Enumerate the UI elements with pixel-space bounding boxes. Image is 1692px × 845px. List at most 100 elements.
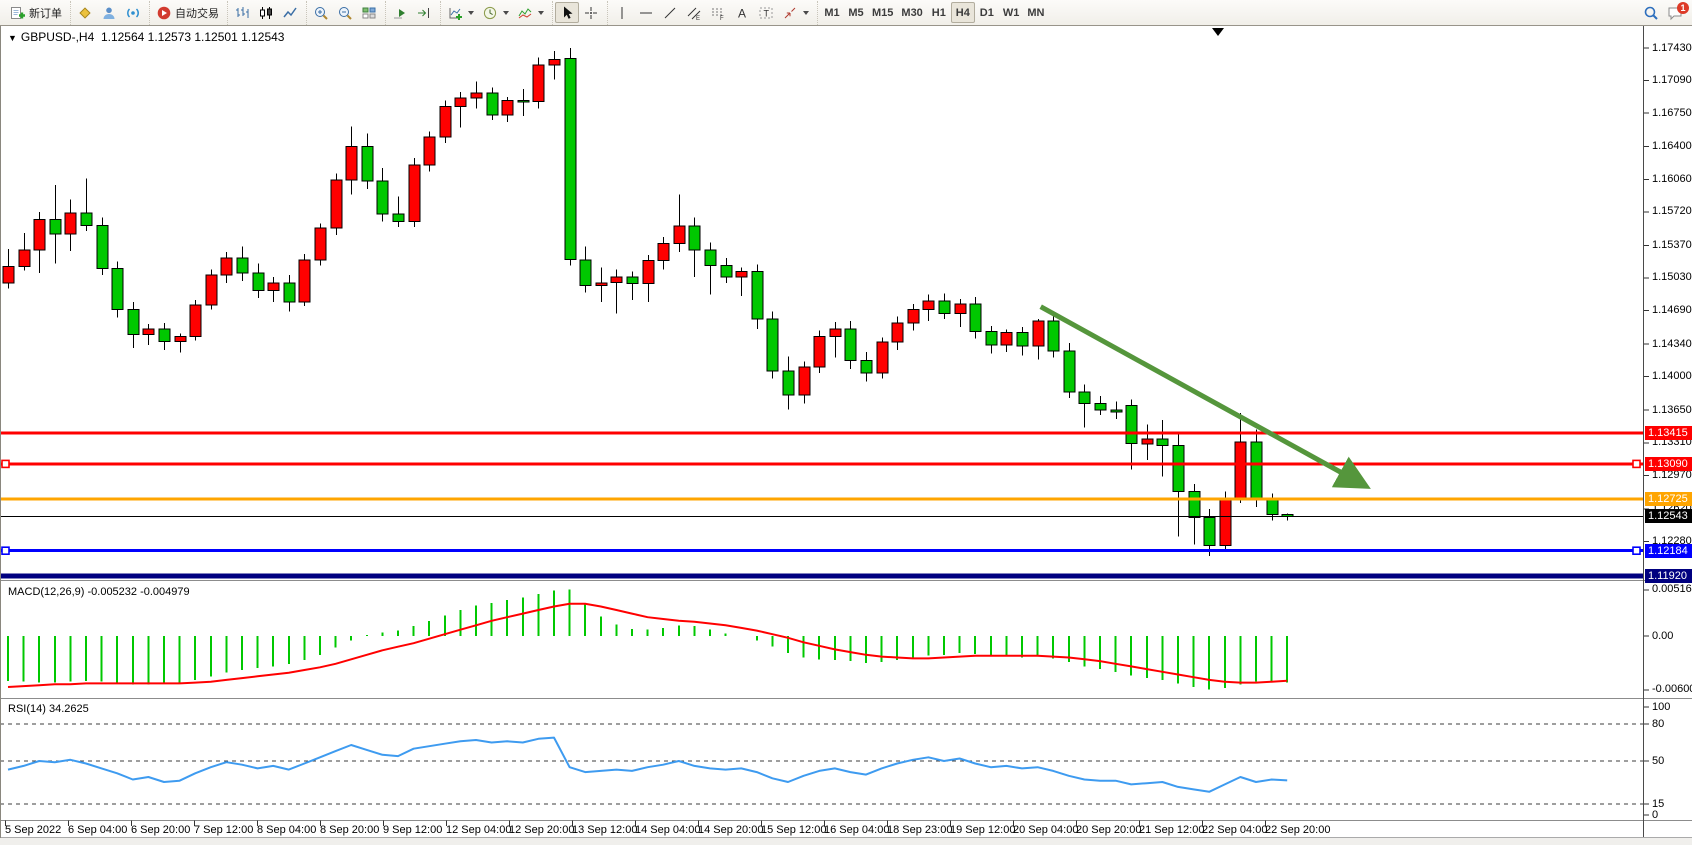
price-axis-label: 1.17430 [1652,41,1692,54]
zoom-out-button[interactable] [333,2,357,23]
zoom-in-button[interactable] [309,2,333,23]
support-line-blue-anchor[interactable] [1632,546,1641,556]
candle [1156,419,1169,477]
bar-chart-button[interactable] [230,2,254,23]
bar-chart-icon [234,5,250,21]
crosshair-tool-button[interactable] [579,2,603,23]
candle [111,261,124,318]
candle [673,194,686,253]
signals-button[interactable] [121,2,145,23]
notification-badge: 1 [1677,2,1689,14]
trendline-tool[interactable] [658,2,682,23]
candle [1063,343,1076,398]
auto-scroll-button[interactable] [388,2,412,23]
timeframe-button-H1[interactable]: H1 [927,2,951,23]
cursor-tool-button[interactable] [555,2,579,23]
horizontal-line-tool[interactable] [634,2,658,23]
price-axis-label: 1.16400 [1652,140,1692,153]
arrows-tool-dropdown[interactable] [778,2,813,23]
new-chart-dropdown[interactable] [443,2,478,23]
svg-text:A: A [738,6,746,20]
support-line-blue-anchor[interactable] [1,546,10,556]
chart-shift-marker[interactable] [1212,28,1224,36]
resistance-line-1[interactable] [0,431,1643,435]
candle [1188,484,1201,545]
candle [548,50,561,80]
candle [876,337,889,379]
search-icon [1643,5,1659,21]
candle [314,223,327,266]
collapse-arrow-icon[interactable]: ▼ [8,33,17,43]
time-axis-label: 9 Sep 12:00 [383,824,443,836]
price-axis-label: 1.15370 [1652,238,1692,251]
candle [1000,329,1013,352]
candle [751,264,764,329]
fibonacci-tool[interactable]: F [706,2,730,23]
periods-dropdown[interactable] [478,2,513,23]
candle [127,302,140,348]
timeframe-button-M5[interactable]: M5 [844,2,868,23]
rsi-line [7,736,1288,793]
new-order-button[interactable]: 新订单 [6,2,66,23]
timeframe-button-D1[interactable]: D1 [975,2,999,23]
current-price-line[interactable] [0,515,1643,517]
candle [1234,413,1247,504]
autotrading-button[interactable]: 自动交易 [152,2,223,23]
chart-title: ▼ GBPUSD-,H4 1.12564 1.12573 1.12501 1.12… [8,30,284,44]
arrows-caret [803,10,809,15]
vertical-line-tool[interactable] [610,2,634,23]
trendline-icon [662,5,678,21]
candle [1094,395,1107,415]
terminal-button[interactable] [97,2,121,23]
tile-windows-button[interactable] [357,2,381,23]
price-axis-label: 1.14340 [1652,337,1692,350]
candle [33,211,46,274]
rsi-axis-label: 80 [1652,717,1665,730]
candle [1110,401,1123,419]
channel-tool[interactable]: E [682,2,706,23]
macd-signal-line [7,602,1288,688]
metaeditor-button[interactable] [73,2,97,23]
time-axis-label: 8 Sep 20:00 [320,824,380,836]
text-tool[interactable]: A [730,2,754,23]
candlestick-chart-button[interactable] [254,2,278,23]
price-axis-label: 1.12970 [1652,468,1692,481]
candle [298,254,311,306]
timeframe-button-M1[interactable]: M1 [820,2,844,23]
resistance-line-2-anchor[interactable] [1,459,10,469]
svg-text:E: E [696,16,700,21]
timeframe-button-M30[interactable]: M30 [897,2,926,23]
timeframe-button-MN[interactable]: MN [1023,2,1048,23]
text-label-tool[interactable]: T [754,2,778,23]
support-line-blue[interactable] [0,549,1643,553]
candle [423,131,436,172]
timeframe-button-M15[interactable]: M15 [868,2,897,23]
resistance-line-2[interactable] [0,462,1643,466]
time-axis-label: 21 Sep 12:00 [1139,824,1205,836]
search-button[interactable] [1639,2,1663,23]
trend-arrow[interactable] [1039,304,1371,489]
macd-axis-label: 0.005163 [1652,583,1692,596]
resistance-line-2-anchor[interactable] [1632,459,1641,469]
candle [80,178,93,231]
line-chart-button[interactable] [278,2,302,23]
candle [220,252,233,283]
candle [267,277,280,302]
timeframe-button-W1[interactable]: W1 [999,2,1024,23]
candlestick-chart-icon [258,5,274,21]
pivot-line-orange[interactable] [0,497,1643,501]
support-line-navy[interactable] [0,573,1643,579]
candle [766,311,779,379]
rsi-axis-label: 50 [1652,754,1665,767]
chart-shift-button[interactable] [412,2,436,23]
timeframe-button-H4[interactable]: H4 [950,2,975,23]
zoom-in-icon [313,5,329,21]
indicators-dropdown[interactable] [513,2,548,23]
chat-button[interactable]: 1 [1663,2,1689,23]
chart-ohlc-readout: 1.12564 1.12573 1.12501 1.12543 [100,30,285,44]
candle [236,246,249,281]
candle [813,330,826,373]
candle [1219,491,1232,552]
candle [907,303,920,331]
